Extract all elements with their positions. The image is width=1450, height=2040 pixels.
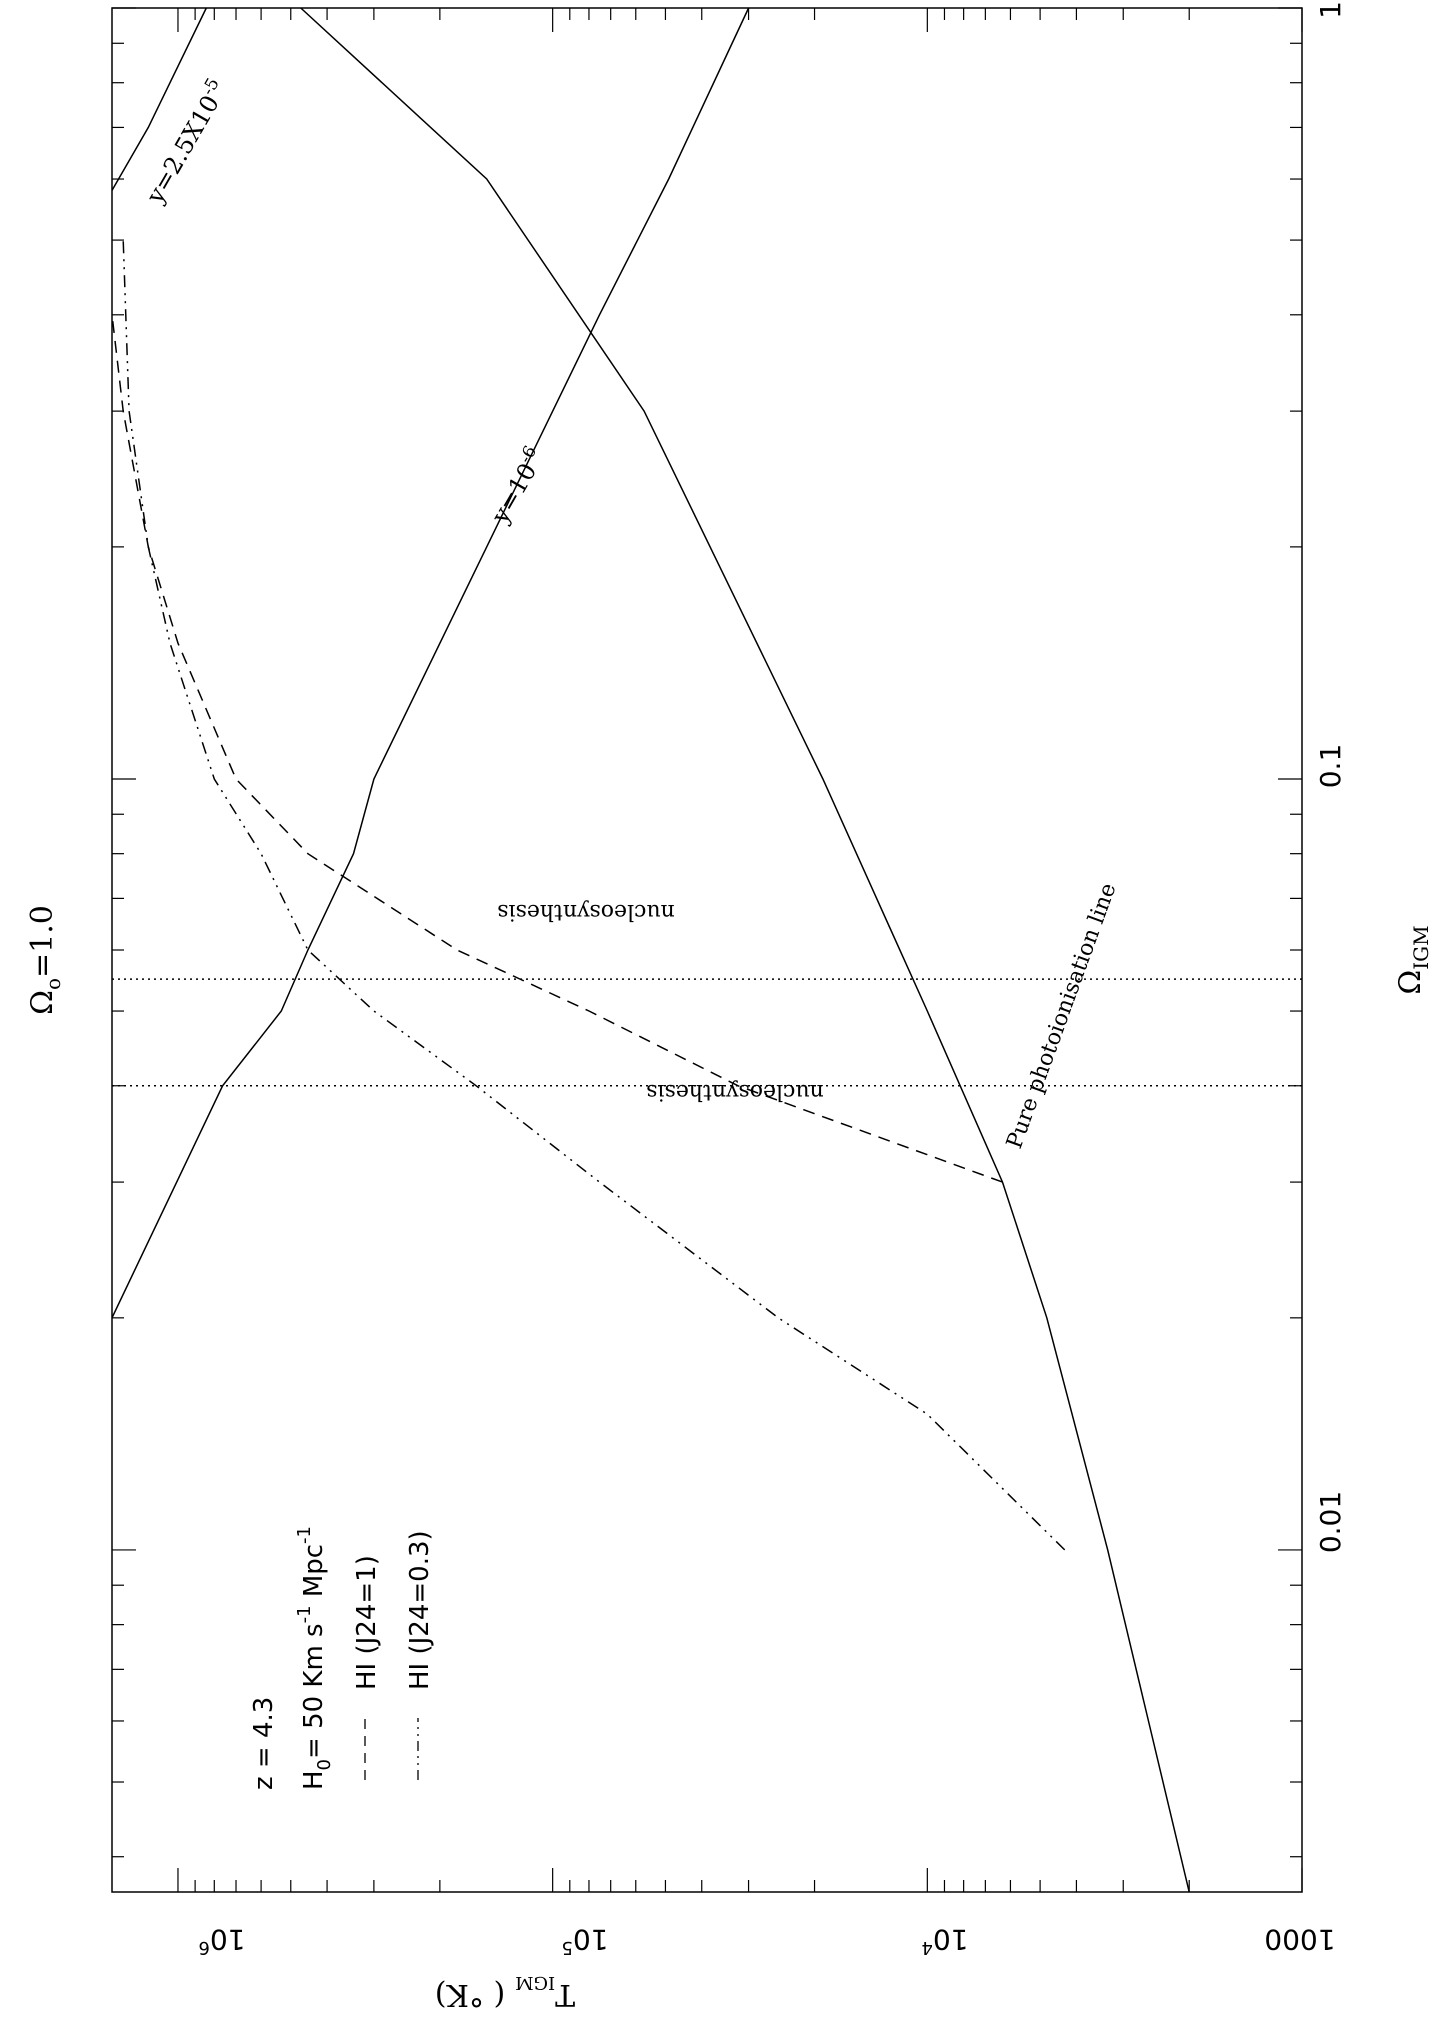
- x-tick-label: 0.1: [1314, 744, 1347, 789]
- legend-line-z: z = 4.3: [249, 1697, 279, 1790]
- vertical-reference-lines: [112, 978, 1302, 1087]
- series-layer: [111, 7, 1190, 1893]
- y-tick-label: 1000: [1264, 1923, 1335, 1956]
- legend-line-hi-1: HI (J24=1): [352, 1555, 382, 1690]
- series-line: [122, 240, 1066, 1551]
- x-tick-label: 0.01: [1314, 1491, 1347, 1553]
- photoionisation-label: Pure photoionisation line: [1002, 880, 1121, 1152]
- y-axis-label: TIGM( °K): [435, 1972, 575, 2012]
- legend-line-hi-03: HI (J24=0.3): [405, 1530, 435, 1690]
- y-1e-6-label: y=10-6: [483, 443, 551, 529]
- y-tick-labels: 1000 104 105 106: [198, 1923, 1335, 1958]
- tick-marks: [112, 7, 1303, 1892]
- x-tick-labels: 0.01 0.1 1: [1314, 1, 1347, 1553]
- y-tick-label: 105: [561, 1923, 608, 1958]
- legend-line-h0: H0= 50 Km s-1 Mpc-1: [294, 1526, 335, 1790]
- series-line: [300, 7, 1190, 1893]
- y-tick-label: 106: [198, 1923, 245, 1958]
- x-tick-label: 1: [1314, 1, 1347, 19]
- series-line: [111, 7, 207, 191]
- y-2.5e-5-label: y=2.5X10-5: [138, 75, 233, 209]
- legend: z = 4.3 H0= 50 Km s-1 Mpc-1 HI (J24=1) H…: [249, 1526, 435, 1790]
- plot-frame: [111, 7, 1303, 1893]
- y-tick-label: 104: [921, 1923, 968, 1958]
- x-axis-label: ΩIGM: [1393, 925, 1433, 994]
- nucleosynthesis-label-1: nucleosynthesis: [646, 1079, 824, 1104]
- nucleosynthesis-label-2: nucleosynthesis: [497, 899, 675, 924]
- chart-title: Ωo=1.0: [25, 905, 65, 1015]
- series-line: [111, 7, 750, 1319]
- series-line: [111, 314, 1003, 1183]
